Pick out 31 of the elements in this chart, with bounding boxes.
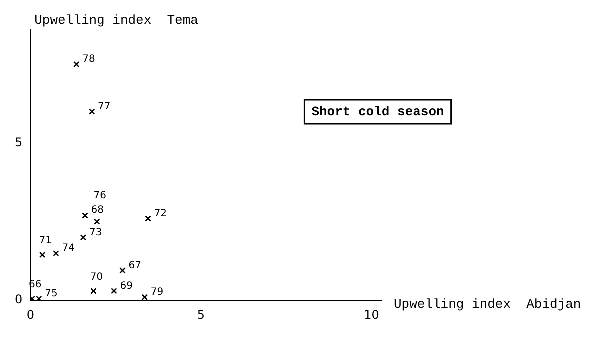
x-tick-label: 10 [364, 308, 380, 322]
point [53, 250, 60, 257]
point [120, 268, 126, 274]
annotation: 70 [90, 272, 104, 283]
annotation: 78 [82, 54, 96, 66]
point [80, 234, 87, 241]
point [82, 212, 88, 219]
x-axis-title: Upwelling index Abidjan [394, 297, 582, 312]
annotation: 76 [94, 190, 107, 202]
point [142, 294, 148, 301]
annotation: 75 [45, 288, 58, 300]
annotation: 67 [128, 260, 142, 272]
annotation: 74 [62, 242, 75, 254]
point [39, 252, 46, 258]
point [111, 288, 118, 294]
annotation: 73 [90, 227, 102, 238]
x-tick-label: 0 [26, 308, 34, 322]
x-tick-label: 5 [197, 308, 206, 322]
annotation: 68 [91, 205, 104, 216]
annotation: 77 [98, 101, 111, 112]
point [145, 216, 152, 222]
annotation: 79 [150, 287, 164, 298]
point [74, 61, 80, 68]
annotation: 69 [120, 280, 133, 292]
point [94, 218, 100, 226]
point [88, 108, 96, 115]
annotation: 72 [154, 208, 168, 220]
annotation: 71 [39, 236, 52, 247]
y-axis-title: Upwelling index Tema [34, 13, 199, 28]
annotation: Short cold season [312, 104, 445, 120]
point [90, 288, 97, 294]
